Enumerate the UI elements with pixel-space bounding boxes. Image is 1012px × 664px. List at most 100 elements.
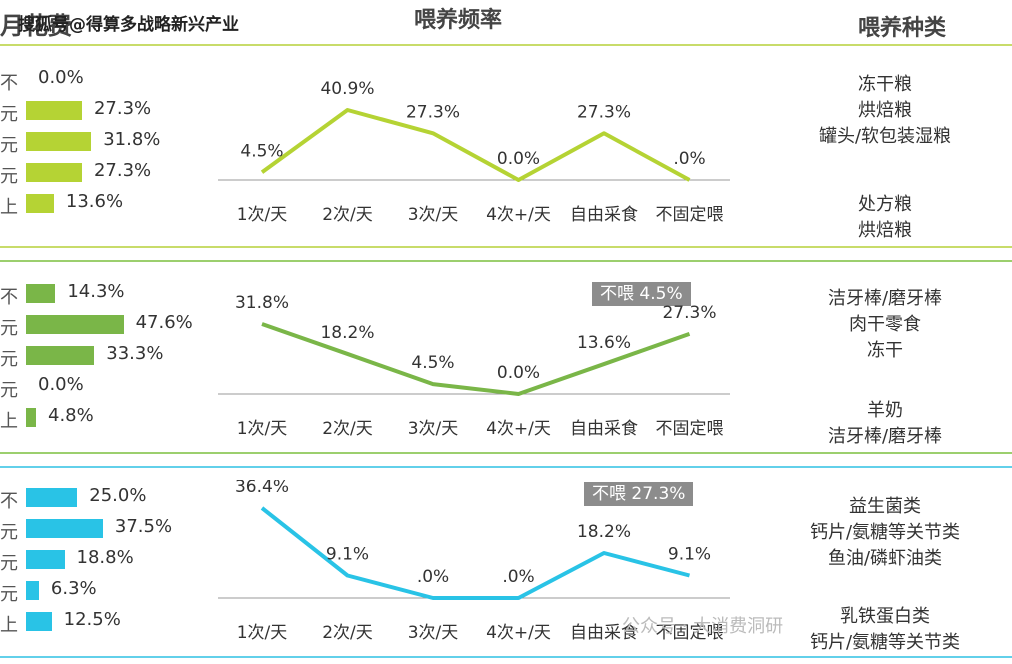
frequency-category-label: 3次/天 — [408, 419, 459, 439]
feed-kinds-sub: 处方粮 烘焙粮 — [790, 192, 980, 244]
frequency-series-line — [261, 322, 691, 396]
frequency-category-label: 4次+/天 — [486, 623, 551, 643]
watermark-bottom: 公众号 · 大消费洞研 — [622, 616, 784, 637]
feed-kinds-main: 洁牙棒/磨牙棒 肉干零食 冻干 — [790, 286, 980, 364]
divider-row1 — [0, 246, 1012, 248]
frequency-category-label: 1次/天 — [237, 623, 288, 643]
watermark-top: 搜狐号@得算多战略新兴产业 — [18, 15, 239, 35]
frequency-data-label: 31.8% — [235, 293, 289, 313]
feed-kind-sub-item: 羊奶 — [867, 400, 903, 421]
spend-bar-label: 31.8% — [103, 129, 161, 150]
divider-top — [0, 44, 1012, 46]
feed-kind-item: 肉干零食 — [849, 314, 921, 335]
frequency-data-label: 27.3% — [577, 102, 631, 122]
frequency-category-label: 3次/天 — [408, 205, 459, 225]
feed-kind-item: 冻干粮 — [858, 74, 912, 95]
edge-label: 元 — [0, 553, 18, 574]
edge-label: 上 — [0, 615, 18, 636]
frequency-category-label: 自由采食 — [570, 419, 638, 439]
frequency-category-label: 1次/天 — [237, 205, 288, 225]
spend-bar — [26, 550, 65, 569]
kinds-header: 喂养种类 — [858, 16, 947, 41]
frequency-series-line — [260, 108, 691, 182]
frequency-data-label: 13.6% — [577, 333, 631, 353]
feed-kinds-sub: 乳铁蛋白类钙片/氨糖等关节类 — [790, 604, 980, 656]
spend-bar — [26, 284, 56, 303]
edge-label: 元 — [0, 380, 18, 401]
frequency-category-label: 2次/天 — [322, 623, 373, 643]
edge-label: 元 — [0, 135, 18, 156]
spend-bar-label: 25.0% — [89, 485, 147, 506]
not-fed-badge: 不喂 27.3% — [584, 482, 694, 506]
feed-kind-sub-item: 乳铁蛋白类 — [840, 606, 930, 627]
frequency-data-label: 27.3% — [662, 303, 716, 323]
frequency-category-label: 2次/天 — [322, 419, 373, 439]
spend-bar-label: 4.8% — [48, 405, 94, 426]
feed-kinds-main: 冻干粮烘焙粮罐头/软包装湿粮 — [790, 72, 980, 150]
frequency-category-label: 2次/天 — [322, 205, 373, 225]
feed-kinds-main: 益生菌类钙片/氨糖等关节类 鱼油/磷虾油类 — [790, 494, 980, 572]
edge-label: 不 — [0, 73, 18, 94]
spend-bar — [26, 315, 124, 334]
divider-row2b — [0, 452, 1012, 454]
edge-label: 元 — [0, 522, 18, 543]
frequency-data-label: .0% — [673, 149, 705, 169]
spend-bar — [26, 408, 36, 427]
feed-kind-item: 鱼油/磷虾油类 — [827, 548, 943, 569]
edge-label: 不 — [0, 491, 18, 512]
feed-kind-item: 烘焙粮 — [858, 100, 912, 121]
spend-bar — [26, 101, 82, 120]
frequency-series-line — [260, 506, 691, 600]
spend-bar-label: 12.5% — [63, 609, 121, 630]
feed-kind-item: 益生菌类 — [849, 496, 921, 517]
spend-bar-label: 0.0% — [38, 67, 84, 88]
edge-label: 元 — [0, 166, 18, 187]
frequency-category-label: 不固定喂 — [656, 623, 724, 643]
frequency-data-label: 9.1% — [668, 545, 711, 565]
divider-row3 — [0, 466, 1012, 468]
feed-kind-item: 钙片/氨糖等关节类 — [809, 522, 961, 543]
feed-kind-sub-item: 钙片/氨糖等关节类 — [809, 632, 961, 653]
frequency-data-label: 0.0% — [497, 363, 540, 383]
edge-label: 元 — [0, 584, 18, 605]
line-chart-snacks: 31.8% 18.2% 4.5% 0.0% 13.6% 27.3% 1次/天 2次/天 3次/天… — [218, 293, 730, 439]
spend-bar-label: 14.3% — [67, 281, 125, 302]
edge-label: 上 — [0, 411, 18, 432]
edge-label: 不 — [0, 287, 18, 308]
freq-header: 喂养频率 — [414, 8, 503, 33]
frequency-data-label: 18.2% — [577, 522, 631, 542]
not-fed-badge: 不喂 4.5% — [592, 282, 691, 306]
feed-kind-sub-item: 处方粮 — [858, 194, 912, 215]
frequency-data-label: 18.2% — [320, 323, 374, 343]
edge-label: 元 — [0, 349, 18, 370]
frequency-data-label: .0% — [417, 567, 449, 587]
spend-bar — [26, 488, 78, 507]
frequency-category-label: 不固定喂 — [656, 419, 724, 439]
spend-bar-label: 47.6% — [135, 312, 193, 333]
frequency-category-label: 3次/天 — [408, 623, 459, 643]
feed-kind-item: 洁牙棒/磨牙棒 — [827, 288, 943, 309]
spend-bar — [26, 581, 39, 600]
frequency-data-label: .0% — [502, 567, 534, 587]
spend-bar — [26, 132, 92, 151]
divider-row2 — [0, 260, 1012, 262]
frequency-data-label: 36.4% — [235, 480, 289, 497]
frequency-category-label: 1次/天 — [237, 419, 288, 439]
line-chart-food: 4.5% 40.9% 27.3% 0.0% 27.3% .0% 1次/天 2次/天 3次/天 4次… — [218, 79, 730, 225]
spend-bar-label: 27.3% — [93, 98, 152, 119]
edge-label: 元 — [0, 104, 18, 125]
spend-bar — [26, 612, 52, 631]
spend-bar — [26, 346, 95, 365]
spend-bar-label: 27.3% — [93, 160, 152, 181]
line-chart-supplements: 36.4% 9.1% .0% .0% 18.2% 9.1% 1次/天 2次/天 3次/天 4次+/… — [218, 480, 730, 643]
frequency-data-label: 4.5% — [240, 141, 283, 161]
spend-bar-label: 33.3% — [106, 343, 164, 364]
frequency-data-label: 9.1% — [326, 545, 369, 565]
frequency-category-label: 4次+/天 — [486, 205, 551, 225]
feed-kind-item: 罐头/软包装湿粮 — [818, 126, 952, 147]
column-header-monthly-spend: 月花费 — [0, 12, 72, 40]
spend-bar — [26, 194, 54, 213]
frequency-category-label: 4次+/天 — [486, 419, 551, 439]
feed-kind-sub-item: 洁牙棒/磨牙棒 — [827, 426, 943, 447]
frequency-category-label: 不固定喂 — [656, 205, 724, 225]
